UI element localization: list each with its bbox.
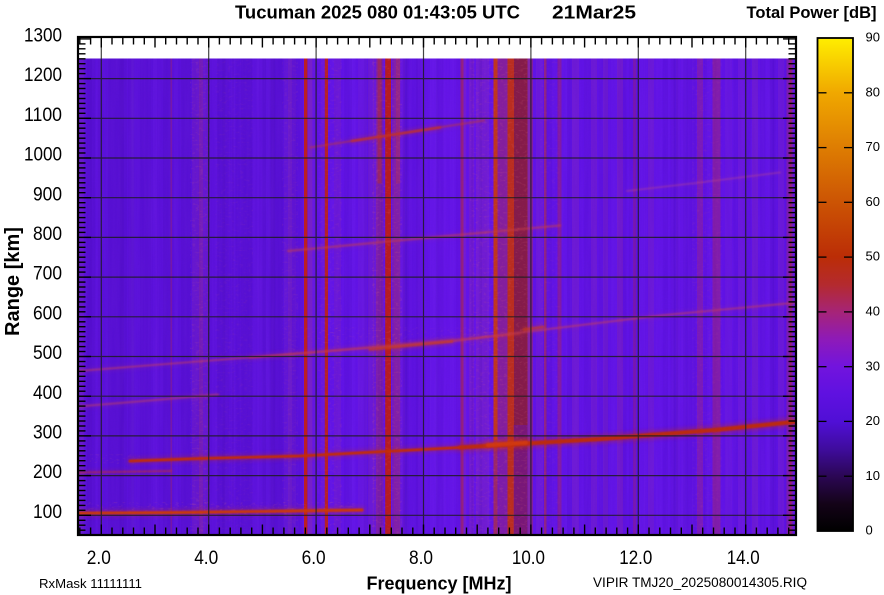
svg-text:500: 500: [33, 342, 62, 364]
svg-text:900: 900: [33, 183, 62, 205]
svg-text:20: 20: [866, 413, 880, 428]
svg-text:21Mar25: 21Mar25: [552, 3, 636, 23]
svg-text:40: 40: [866, 304, 880, 319]
svg-text:400: 400: [33, 382, 62, 404]
svg-text:800: 800: [33, 223, 62, 245]
svg-text:4.0: 4.0: [194, 547, 218, 569]
svg-text:Frequency [MHz]: Frequency [MHz]: [366, 574, 511, 594]
svg-text:6.0: 6.0: [302, 547, 326, 569]
svg-text:10.0: 10.0: [512, 547, 545, 569]
svg-text:VIPIR TMJ20_2025080014305.RIQ: VIPIR TMJ20_2025080014305.RIQ: [593, 575, 807, 590]
svg-text:RxMask 11111111: RxMask 11111111: [39, 576, 142, 591]
svg-text:1000: 1000: [24, 144, 62, 166]
svg-text:1300: 1300: [24, 25, 62, 47]
svg-text:30: 30: [866, 358, 880, 373]
svg-text:700: 700: [33, 263, 62, 285]
svg-text:Total Power [dB]: Total Power [dB]: [747, 4, 877, 22]
svg-text:10: 10: [866, 468, 880, 483]
svg-text:80: 80: [866, 84, 880, 99]
svg-text:60: 60: [866, 194, 880, 209]
svg-text:1200: 1200: [24, 64, 62, 86]
svg-text:1100: 1100: [24, 104, 62, 126]
svg-text:200: 200: [33, 461, 62, 483]
svg-text:2.0: 2.0: [87, 547, 111, 569]
svg-text:100: 100: [33, 501, 62, 523]
svg-text:0: 0: [866, 523, 873, 538]
svg-text:50: 50: [866, 249, 880, 264]
svg-text:70: 70: [866, 139, 880, 154]
svg-text:90: 90: [866, 30, 880, 45]
svg-text:300: 300: [33, 422, 62, 444]
svg-text:600: 600: [33, 302, 62, 324]
svg-text:8.0: 8.0: [409, 547, 433, 569]
svg-text:14.0: 14.0: [727, 547, 760, 569]
svg-text:12.0: 12.0: [619, 547, 652, 569]
svg-text:Range [km]: Range [km]: [2, 227, 24, 336]
svg-text:Tucuman 2025 080 01:43:05 UTC: Tucuman 2025 080 01:43:05 UTC: [235, 3, 520, 23]
